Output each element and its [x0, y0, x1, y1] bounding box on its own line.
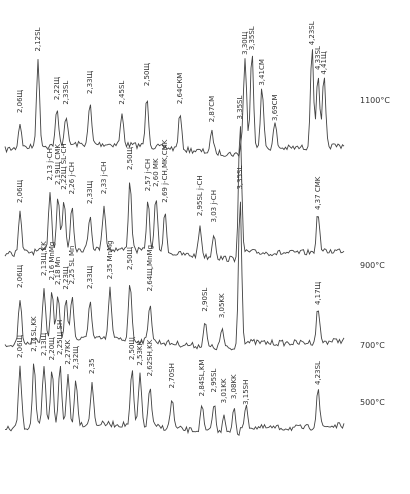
- peak-label: 2,13Щ,KK: [40, 241, 48, 276]
- peak-label: 2,27KK: [64, 339, 72, 364]
- peak-label: 2,33Щ: [86, 265, 94, 289]
- peak-label: 2,45SL: [118, 81, 126, 105]
- peak-label: 2,06Щ: [16, 334, 24, 358]
- peak-label: 2,11SL,KK: [30, 316, 38, 352]
- peak-label: 2,33Щ: [86, 180, 94, 204]
- peak-label: 2,13Щ: [40, 332, 48, 356]
- peak-label: 2,12SL: [34, 27, 42, 51]
- peak-label: 2,57 j-CH: [144, 159, 152, 191]
- peak-label: 2,50Щ: [126, 246, 134, 270]
- diffractogram-figure: 1100°C 2,06Щ 2,12SL 2,22Щ2,33SL 2,33Щ 2,45SL 2…: [0, 0, 410, 494]
- peak-label: 2,26 j-CH: [68, 162, 76, 194]
- peak-label: 4,23SL: [308, 21, 316, 45]
- temperature-label: 900°C: [360, 261, 385, 270]
- peak-label: 2,35: [88, 358, 96, 374]
- temperature-label: 700°C: [360, 341, 385, 350]
- peak-label: 3,03 j-CH: [210, 190, 218, 222]
- peak-label: 2,25 SL Mn: [68, 246, 76, 285]
- peak-label: 2,84SL,KM: [198, 360, 206, 397]
- peak-label: 2,70SH: [168, 363, 176, 388]
- diffraction-trace: [5, 49, 344, 156]
- peak-label: 3,35SL: [236, 96, 244, 120]
- peak-label: 3,01KK: [220, 378, 228, 403]
- peak-label: 2,33 j-CH: [100, 162, 108, 194]
- peak-label: 4,37 CMK: [314, 176, 322, 210]
- peak-label: 2,20Щ: [48, 337, 56, 361]
- peak-label: 2,69 j-CH,MK,CMK: [161, 139, 169, 202]
- peak-label: 2,22Щ: [53, 77, 61, 101]
- peak-label: 3,05KK: [218, 293, 226, 318]
- peak-label: 2,18 Mn: [54, 257, 62, 285]
- peak-label: 2,50Щ: [126, 146, 134, 170]
- peak-label: 4,17Щ: [314, 281, 322, 305]
- temperature-label: 1100°C: [360, 96, 390, 105]
- peak-label: 2,64Щ,MnMg: [146, 245, 154, 291]
- peak-label: 3,35SL: [248, 26, 256, 50]
- peak-label: 3,08KK: [230, 374, 238, 399]
- peak-label: 2,95SL j-CH: [196, 175, 204, 216]
- peak-label: 2,25Щ SH: [56, 320, 64, 355]
- peak-label: 2,06Щ: [16, 179, 24, 203]
- peak-label: 2,32Щ: [72, 346, 80, 370]
- temperature-label: 500°C: [360, 398, 385, 407]
- peak-label: 2,53KK: [136, 340, 144, 365]
- peak-label: 2,13 j-CH: [46, 148, 54, 180]
- peak-label: 2,22Щ SL-CH: [60, 143, 68, 189]
- peak-label: 2,50Щ: [143, 63, 151, 87]
- peak-label: 2,90SL: [201, 288, 209, 312]
- peak-label: 2,60 MK: [152, 158, 160, 187]
- peak-label: 2,50Щ: [128, 337, 136, 361]
- peak-label: 2,95SL: [210, 368, 218, 392]
- peak-label: 2,33SL: [62, 81, 70, 105]
- peak-label: 3,35SL: [236, 166, 244, 190]
- peak-label: 2,06Щ: [16, 264, 24, 288]
- peak-label: 4,41Щ: [320, 51, 328, 75]
- peak-label: 3,69СМ: [271, 94, 279, 121]
- peak-label: 2,06Щ: [16, 89, 24, 113]
- peak-label: 3,15SH: [242, 380, 250, 405]
- peak-label: 2,87СМ: [208, 96, 216, 123]
- peak-label: 2,62SH,KK: [146, 339, 154, 376]
- peak-label: 2,64СКМ: [176, 73, 184, 104]
- peak-label: 2,35 MnMg: [106, 240, 114, 279]
- peak-label: 3,41СМ: [258, 59, 266, 86]
- peak-label: 2,33Щ: [86, 70, 94, 94]
- peak-label: 4,23SL: [314, 361, 322, 385]
